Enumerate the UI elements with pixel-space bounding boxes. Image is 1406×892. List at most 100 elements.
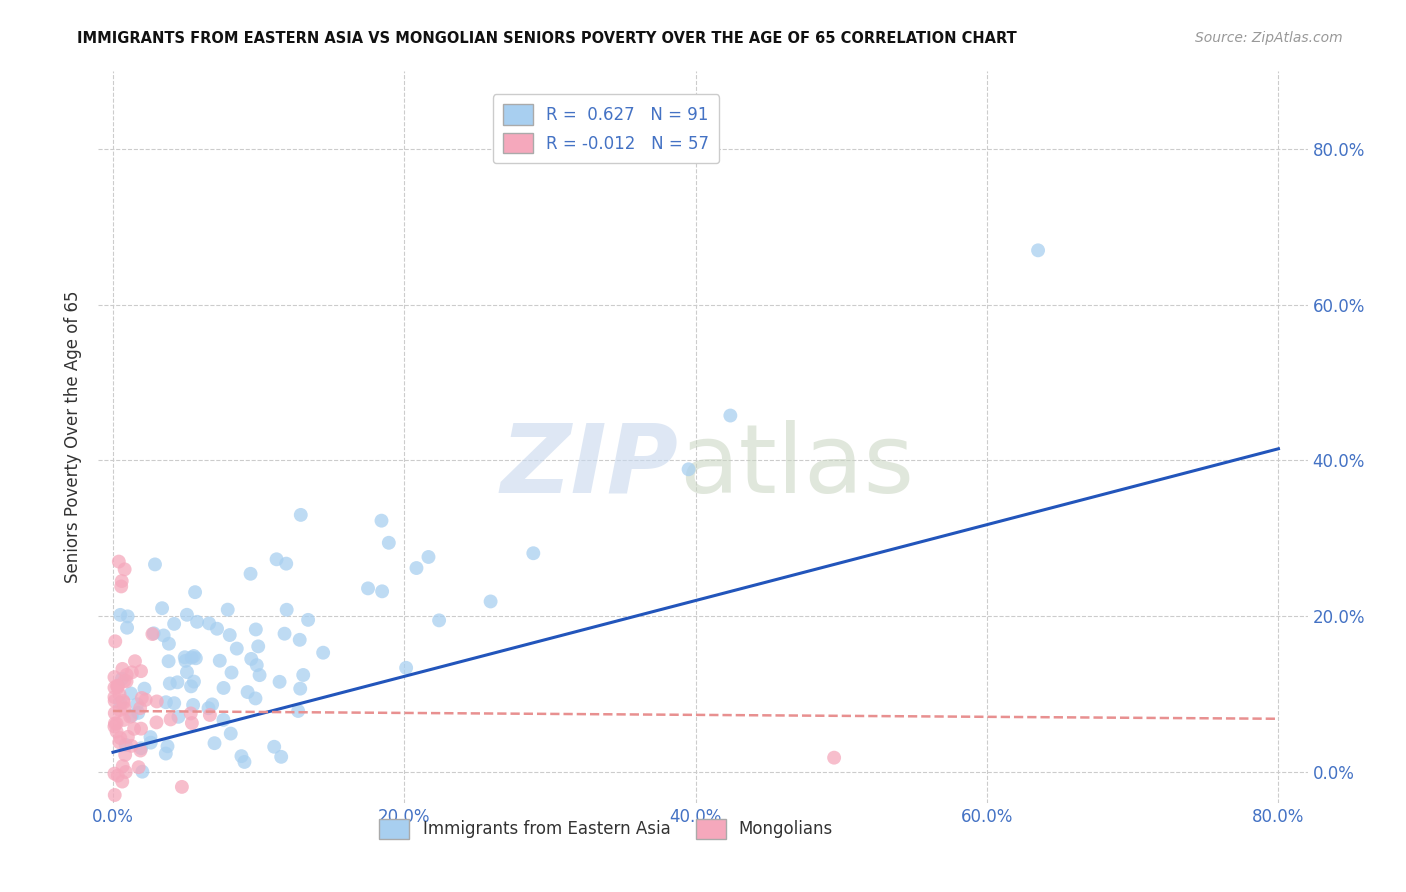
Point bbox=[117, 730, 139, 744]
Point bbox=[198, 616, 221, 631]
Point bbox=[142, 626, 165, 640]
Point bbox=[129, 722, 152, 736]
Point bbox=[290, 681, 312, 696]
Point bbox=[181, 698, 204, 712]
Point bbox=[159, 713, 181, 727]
Point bbox=[104, 788, 127, 802]
Point bbox=[107, 769, 129, 783]
Point bbox=[263, 739, 285, 754]
Point bbox=[176, 665, 198, 679]
Point bbox=[112, 695, 135, 709]
Point bbox=[218, 628, 240, 642]
Point bbox=[114, 562, 136, 576]
Point bbox=[273, 626, 295, 640]
Point bbox=[678, 462, 700, 476]
Point bbox=[128, 760, 150, 774]
Point bbox=[110, 731, 132, 745]
Point bbox=[208, 654, 231, 668]
Point bbox=[197, 701, 219, 715]
Point bbox=[823, 750, 845, 764]
Point bbox=[236, 685, 259, 699]
Point bbox=[105, 679, 128, 693]
Point bbox=[718, 409, 741, 423]
Point bbox=[204, 736, 226, 750]
Point bbox=[290, 508, 312, 522]
Point bbox=[217, 602, 239, 616]
Point bbox=[108, 703, 131, 717]
Point bbox=[112, 713, 135, 727]
Point bbox=[104, 716, 127, 731]
Text: ZIP: ZIP bbox=[501, 420, 679, 513]
Point bbox=[183, 648, 205, 663]
Point bbox=[103, 670, 125, 684]
Point bbox=[166, 675, 188, 690]
Point bbox=[173, 650, 195, 665]
Point bbox=[157, 654, 180, 668]
Point bbox=[108, 555, 131, 569]
Point bbox=[212, 713, 235, 727]
Point bbox=[155, 747, 177, 761]
Point bbox=[269, 674, 291, 689]
Point bbox=[115, 674, 138, 689]
Point bbox=[111, 759, 134, 773]
Point bbox=[198, 708, 221, 723]
Point bbox=[121, 739, 143, 753]
Point bbox=[174, 654, 197, 668]
Point bbox=[405, 561, 427, 575]
Point bbox=[239, 566, 262, 581]
Point bbox=[129, 743, 152, 757]
Point bbox=[371, 584, 394, 599]
Point bbox=[152, 628, 174, 642]
Point bbox=[180, 679, 202, 693]
Point bbox=[146, 694, 169, 708]
Point bbox=[479, 594, 502, 608]
Point bbox=[114, 701, 136, 715]
Point bbox=[312, 646, 335, 660]
Point bbox=[131, 764, 153, 779]
Point bbox=[108, 687, 131, 701]
Point bbox=[292, 668, 315, 682]
Point bbox=[225, 641, 247, 656]
Point bbox=[114, 764, 136, 779]
Point bbox=[110, 579, 132, 593]
Point bbox=[120, 686, 142, 700]
Point bbox=[184, 585, 207, 599]
Point bbox=[104, 634, 127, 648]
Point bbox=[107, 681, 129, 695]
Point bbox=[111, 672, 134, 686]
Point bbox=[117, 609, 139, 624]
Point bbox=[115, 668, 138, 682]
Point bbox=[212, 681, 235, 695]
Point bbox=[183, 674, 205, 689]
Point bbox=[129, 741, 152, 756]
Point bbox=[129, 664, 152, 678]
Point bbox=[121, 665, 143, 680]
Point bbox=[124, 654, 146, 668]
Point bbox=[143, 558, 166, 572]
Point bbox=[176, 607, 198, 622]
Point bbox=[201, 698, 224, 712]
Point bbox=[276, 603, 298, 617]
Point bbox=[135, 693, 157, 707]
Point bbox=[105, 716, 128, 731]
Point bbox=[141, 627, 163, 641]
Point bbox=[111, 574, 134, 588]
Point bbox=[103, 681, 125, 695]
Point bbox=[249, 668, 271, 682]
Point bbox=[114, 747, 136, 762]
Point bbox=[139, 730, 162, 744]
Point bbox=[156, 739, 179, 754]
Point bbox=[111, 774, 134, 789]
Point bbox=[112, 694, 135, 708]
Point bbox=[104, 706, 127, 721]
Point bbox=[1026, 244, 1049, 258]
Point bbox=[120, 709, 142, 723]
Point bbox=[108, 735, 131, 749]
Point bbox=[114, 738, 136, 752]
Point bbox=[247, 640, 270, 654]
Point bbox=[157, 637, 180, 651]
Point bbox=[297, 613, 319, 627]
Point bbox=[180, 716, 202, 731]
Point bbox=[418, 549, 440, 564]
Point bbox=[163, 616, 186, 631]
